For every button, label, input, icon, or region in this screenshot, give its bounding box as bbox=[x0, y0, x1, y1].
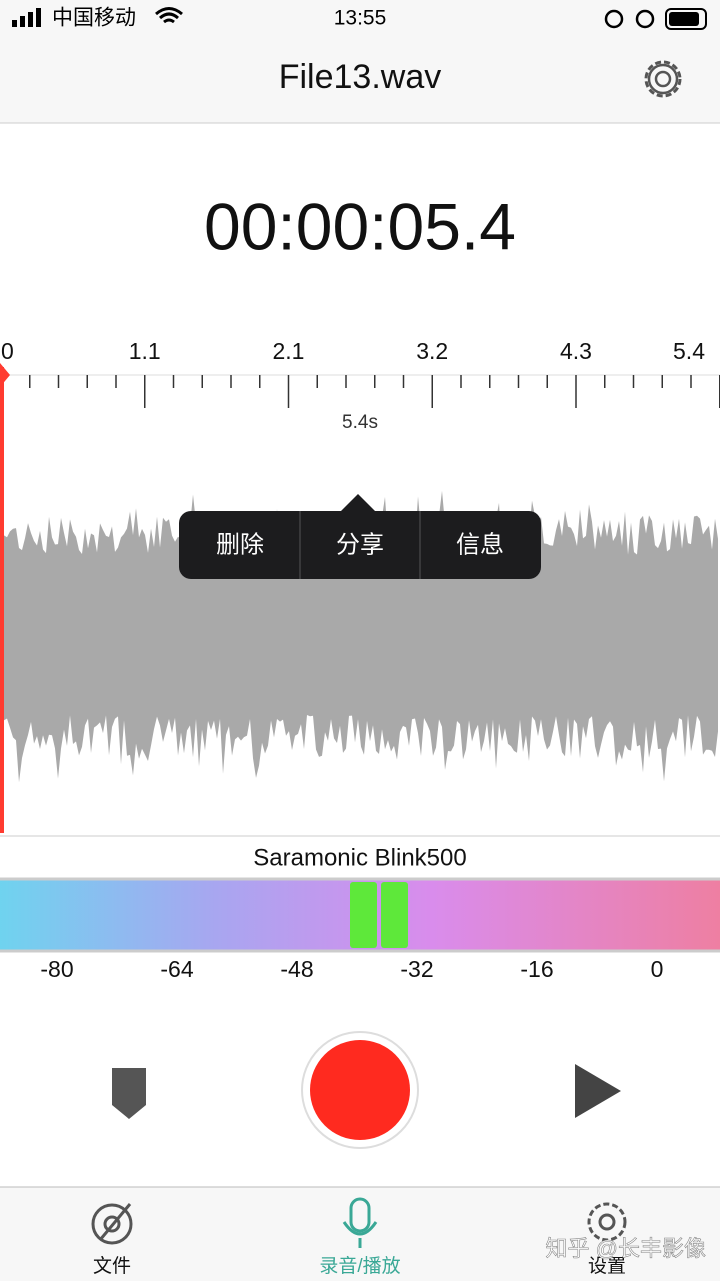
record-button[interactable] bbox=[310, 1040, 410, 1140]
alarm-icon bbox=[604, 9, 624, 29]
meter-label: -80 bbox=[40, 956, 73, 982]
playhead-marker bbox=[0, 363, 10, 387]
watermark: 知乎 @长丰影像 bbox=[546, 1236, 706, 1261]
playhead bbox=[0, 367, 4, 833]
timer: 00:00:05.4 bbox=[204, 189, 516, 263]
tab-label: 文件 bbox=[93, 1255, 131, 1277]
meter-label: -32 bbox=[400, 956, 433, 982]
context-menu: 删除 分享 信息 bbox=[179, 494, 541, 579]
menu-info[interactable]: 信息 bbox=[456, 531, 504, 558]
tab-label: 设置 bbox=[588, 1255, 626, 1277]
ruler-label: 2.1 bbox=[273, 338, 305, 364]
play-button[interactable] bbox=[575, 1064, 621, 1118]
tab-files[interactable]: 文件 bbox=[91, 1203, 133, 1277]
tab-record[interactable]: 录音/播放 bbox=[319, 1197, 401, 1277]
clock: 13:55 bbox=[334, 7, 387, 30]
meter-scale: -80 -64 -48 -32 -16 0 bbox=[40, 956, 663, 982]
tab-label: 录音/播放 bbox=[319, 1255, 400, 1277]
meter-label: 0 bbox=[651, 956, 664, 982]
meter-label: -64 bbox=[160, 956, 193, 982]
settings-button[interactable] bbox=[644, 60, 682, 98]
menu-delete[interactable]: 删除 bbox=[216, 531, 264, 558]
ruler: 0 1.1 2.1 3.2 4.3 5.4 bbox=[0, 338, 720, 408]
ruler-label: 3.2 bbox=[416, 338, 448, 364]
level-indicator bbox=[381, 882, 408, 948]
ruler-label: 4.3 bbox=[560, 338, 592, 364]
meter-label: -48 bbox=[280, 956, 313, 982]
carrier: 中国移动 bbox=[52, 7, 136, 30]
meter-label: -16 bbox=[520, 956, 553, 982]
tab-settings[interactable]: 设置 bbox=[587, 1202, 627, 1277]
file-title: File13.wav bbox=[279, 58, 442, 96]
ruler-label: 0 bbox=[1, 338, 14, 364]
ruler-label: 5.4 bbox=[673, 338, 705, 364]
marker-button[interactable] bbox=[112, 1068, 146, 1119]
level-indicator bbox=[350, 882, 377, 948]
battery bbox=[665, 8, 707, 30]
battery-level bbox=[669, 12, 699, 26]
duration: 5.4s bbox=[342, 412, 378, 433]
signal bbox=[12, 8, 41, 27]
input-device: Saramonic Blink500 bbox=[253, 844, 466, 871]
wifi-icon bbox=[155, 7, 183, 24]
menu-share[interactable]: 分享 bbox=[336, 531, 384, 558]
header-bg bbox=[0, 0, 720, 123]
ruler-label: 1.1 bbox=[129, 338, 161, 364]
lock-icon bbox=[635, 9, 655, 29]
